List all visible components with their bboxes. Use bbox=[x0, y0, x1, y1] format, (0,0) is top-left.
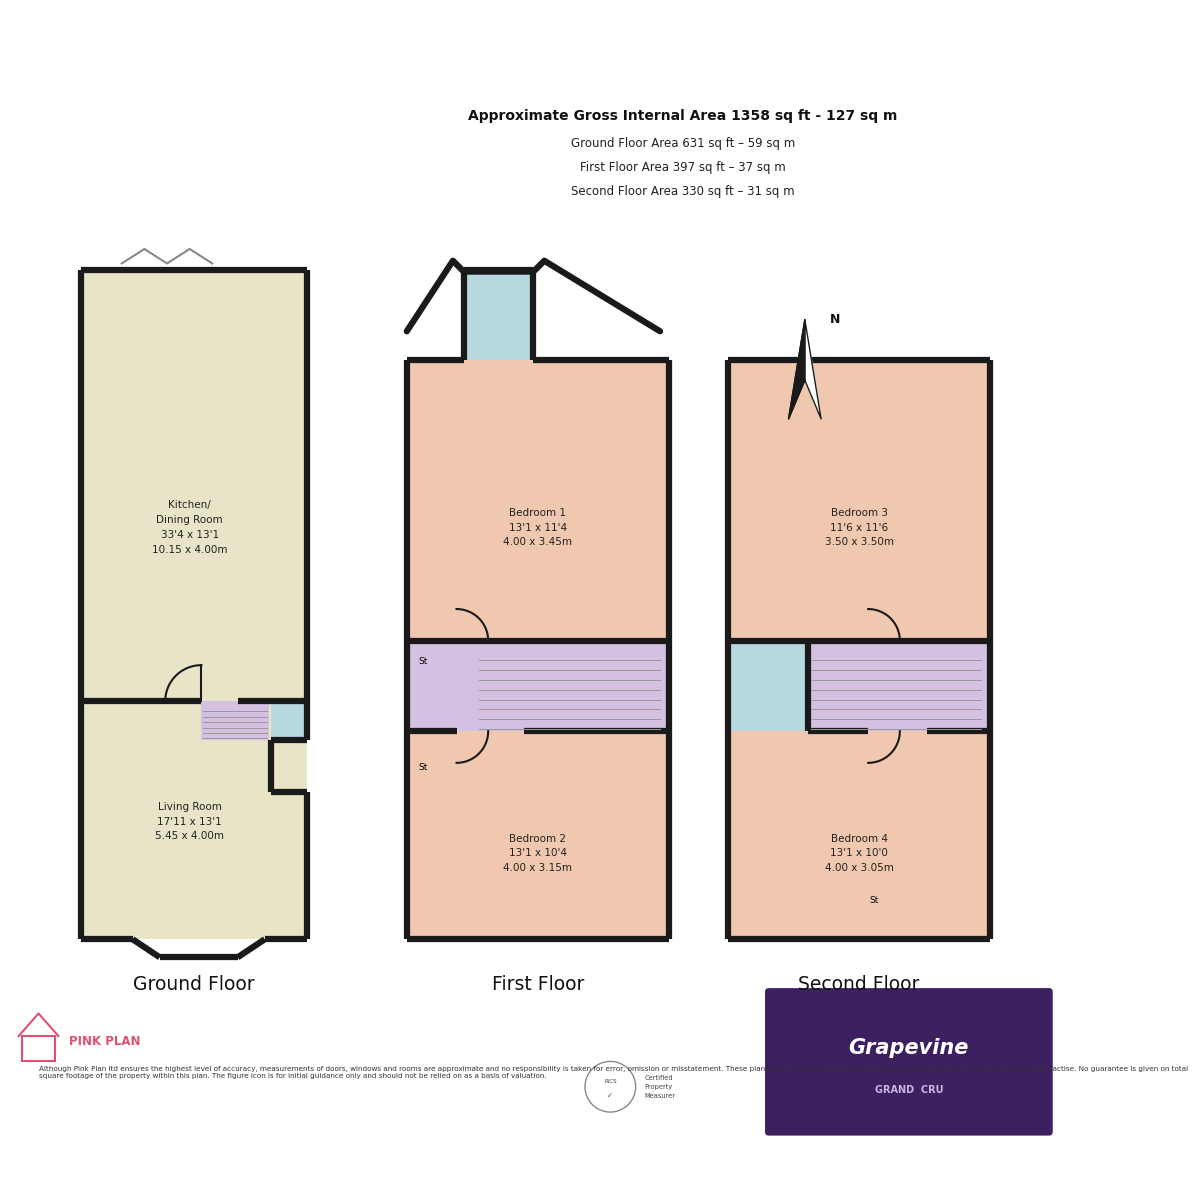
Text: First Floor Area 397 sq ft – 37 sq m: First Floor Area 397 sq ft – 37 sq m bbox=[580, 161, 786, 174]
Text: RICS: RICS bbox=[604, 1079, 617, 1084]
Text: St: St bbox=[419, 658, 427, 666]
Polygon shape bbox=[805, 319, 821, 419]
Text: Second Floor: Second Floor bbox=[798, 976, 920, 994]
Bar bbox=[82, 270, 307, 701]
Text: Living Room
17'11 x 13'1
5.45 x 4.00m: Living Room 17'11 x 13'1 5.45 x 4.00m bbox=[155, 802, 224, 841]
Text: St: St bbox=[419, 763, 427, 772]
Text: Grapevine: Grapevine bbox=[848, 1038, 970, 1058]
Bar bbox=[202, 701, 269, 740]
Text: Second Floor Area 330 sq ft – 31 sq m: Second Floor Area 330 sq ft – 31 sq m bbox=[571, 186, 794, 198]
Text: Ground Floor Area 631 sq ft – 59 sq m: Ground Floor Area 631 sq ft – 59 sq m bbox=[570, 137, 794, 150]
Bar bbox=[728, 641, 808, 731]
Text: N: N bbox=[830, 313, 840, 326]
Text: Bedroom 3
11'6 x 11'6
3.50 x 3.50m: Bedroom 3 11'6 x 11'6 3.50 x 3.50m bbox=[824, 508, 894, 547]
Bar bbox=[271, 701, 306, 740]
Text: Measurer: Measurer bbox=[644, 1093, 676, 1099]
Bar bbox=[728, 731, 990, 940]
Text: Ground Floor: Ground Floor bbox=[133, 976, 254, 994]
FancyBboxPatch shape bbox=[766, 988, 1052, 1135]
Text: Certified: Certified bbox=[644, 1075, 673, 1081]
Bar bbox=[82, 701, 307, 940]
Bar bbox=[407, 731, 670, 940]
Text: Bedroom 2
13'1 x 10'4
4.00 x 3.15m: Bedroom 2 13'1 x 10'4 4.00 x 3.15m bbox=[504, 834, 572, 874]
Circle shape bbox=[584, 1062, 636, 1112]
Text: Property: Property bbox=[644, 1084, 673, 1090]
Text: First Floor: First Floor bbox=[492, 976, 584, 994]
Text: Kitchen/
Dining Room
33'4 x 13'1
10.15 x 4.00m: Kitchen/ Dining Room 33'4 x 13'1 10.15 x… bbox=[152, 500, 227, 554]
Text: St: St bbox=[870, 896, 880, 905]
Polygon shape bbox=[788, 319, 805, 419]
Text: Bedroom 4
13'1 x 10'0
4.00 x 3.05m: Bedroom 4 13'1 x 10'0 4.00 x 3.05m bbox=[824, 834, 894, 874]
Text: Bedroom 1
13'1 x 11'4
4.00 x 3.45m: Bedroom 1 13'1 x 11'4 4.00 x 3.45m bbox=[504, 508, 572, 547]
Bar bbox=[728, 641, 990, 731]
Text: PINK PLAN: PINK PLAN bbox=[70, 1036, 140, 1048]
Bar bbox=[407, 360, 670, 641]
Text: Although Pink Plan ltd ensures the highest level of accuracy, measurements of do: Although Pink Plan ltd ensures the highe… bbox=[38, 1066, 1188, 1079]
Text: GRAND  CRU: GRAND CRU bbox=[875, 1085, 943, 1096]
Bar bbox=[728, 360, 990, 641]
Text: ✓: ✓ bbox=[607, 1093, 613, 1099]
Bar bbox=[463, 270, 534, 360]
Bar bbox=[407, 641, 670, 731]
Text: Approximate Gross Internal Area 1358 sq ft - 127 sq m: Approximate Gross Internal Area 1358 sq … bbox=[468, 109, 898, 122]
